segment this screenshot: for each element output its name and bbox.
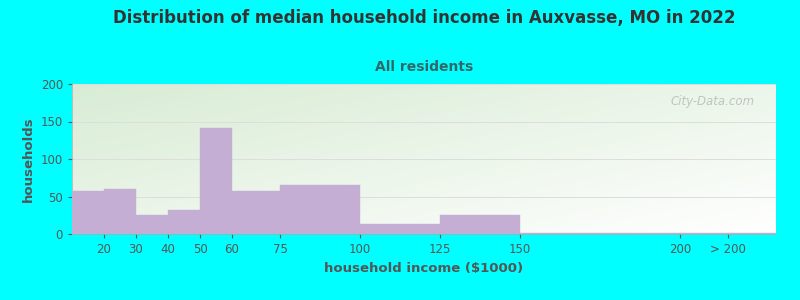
Bar <box>105 189 135 234</box>
Bar <box>169 210 199 234</box>
X-axis label: household income ($1000): household income ($1000) <box>325 262 523 275</box>
Bar <box>441 215 519 234</box>
Bar <box>73 190 103 234</box>
Bar <box>521 232 679 234</box>
Bar <box>233 190 279 234</box>
Bar <box>281 184 359 234</box>
Bar <box>201 128 231 234</box>
Text: Distribution of median household income in Auxvasse, MO in 2022: Distribution of median household income … <box>113 9 735 27</box>
Text: City-Data.com: City-Data.com <box>670 94 755 107</box>
Bar <box>681 232 775 234</box>
Bar <box>137 214 167 234</box>
Text: All residents: All residents <box>375 60 473 74</box>
Bar <box>361 224 439 234</box>
Y-axis label: households: households <box>22 116 35 202</box>
